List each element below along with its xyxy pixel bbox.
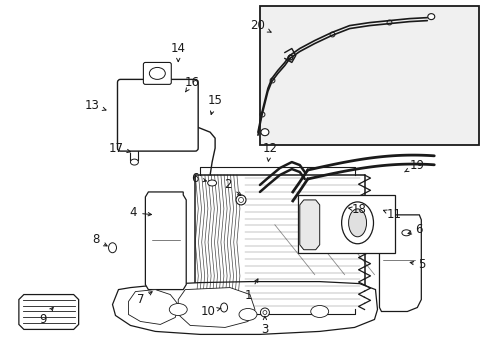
Ellipse shape — [401, 230, 410, 236]
Ellipse shape — [348, 209, 366, 237]
Text: 15: 15 — [207, 94, 222, 114]
Ellipse shape — [220, 303, 227, 312]
Text: 16: 16 — [184, 76, 199, 92]
Polygon shape — [299, 200, 319, 250]
Text: 6: 6 — [407, 223, 422, 236]
Polygon shape — [128, 289, 178, 324]
Ellipse shape — [260, 308, 269, 317]
Ellipse shape — [238, 197, 243, 202]
Text: 13: 13 — [85, 99, 106, 112]
Text: 19: 19 — [404, 158, 424, 172]
Ellipse shape — [236, 195, 245, 205]
Ellipse shape — [427, 14, 434, 20]
Text: 6: 6 — [191, 171, 206, 185]
Text: 2: 2 — [224, 179, 241, 195]
Ellipse shape — [108, 243, 116, 253]
Text: 12: 12 — [262, 141, 277, 161]
Ellipse shape — [341, 202, 373, 244]
Text: 4: 4 — [129, 206, 151, 219]
Text: 8: 8 — [92, 233, 107, 246]
Text: 10: 10 — [200, 305, 221, 318]
Ellipse shape — [130, 159, 138, 165]
Polygon shape — [178, 288, 254, 328]
Text: 3: 3 — [261, 316, 268, 336]
Ellipse shape — [239, 309, 256, 320]
Text: 14: 14 — [170, 42, 185, 62]
Ellipse shape — [261, 129, 268, 136]
Text: 9: 9 — [39, 307, 53, 326]
Polygon shape — [145, 192, 186, 289]
Ellipse shape — [263, 310, 266, 315]
Text: 17: 17 — [109, 141, 130, 155]
Ellipse shape — [169, 303, 187, 315]
Text: 7: 7 — [136, 292, 152, 306]
Ellipse shape — [149, 67, 165, 80]
Bar — [260, 6, 478, 145]
Text: 1: 1 — [244, 279, 258, 302]
Polygon shape — [19, 294, 79, 329]
FancyBboxPatch shape — [143, 62, 171, 84]
Text: 5: 5 — [409, 258, 425, 271]
Bar — [195, 175, 364, 310]
Polygon shape — [112, 282, 377, 334]
Bar — [297, 195, 395, 253]
Text: 20: 20 — [250, 19, 270, 32]
Ellipse shape — [310, 306, 328, 318]
Polygon shape — [379, 215, 421, 311]
Ellipse shape — [207, 180, 216, 186]
Text: 11: 11 — [383, 208, 401, 221]
FancyBboxPatch shape — [117, 80, 198, 151]
Text: 18: 18 — [348, 203, 366, 216]
